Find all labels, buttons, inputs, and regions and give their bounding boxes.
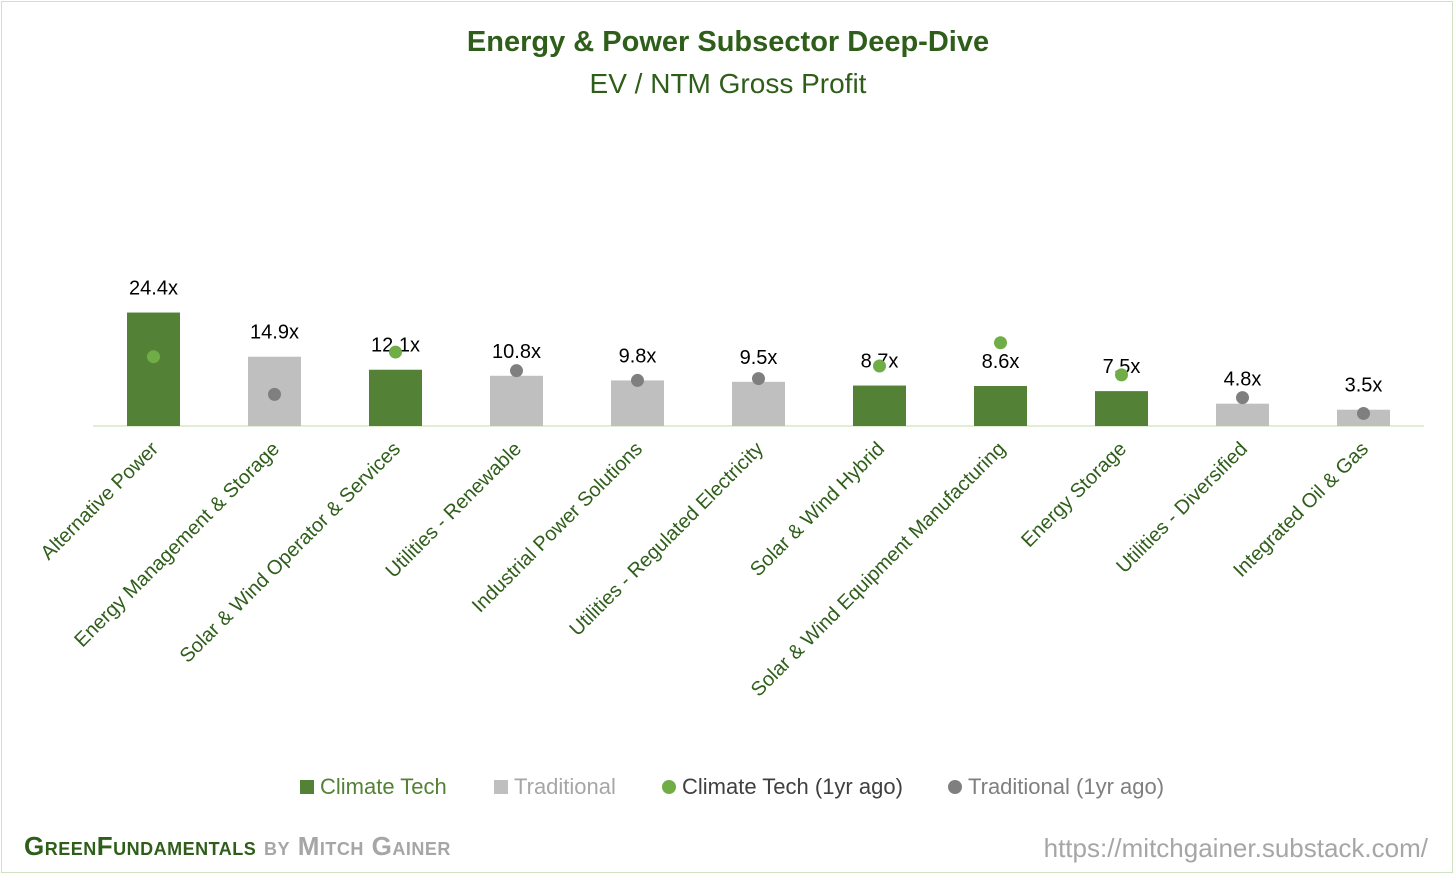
- one-year-ago-dot-2: [389, 345, 402, 359]
- chart-title: Energy & Power Subsector Deep-Dive: [466, 26, 990, 58]
- legend-swatch-traditional: [494, 780, 508, 794]
- brand-by: by: [264, 831, 291, 861]
- value-label-1: 14.9x: [250, 322, 299, 344]
- bar-5: [732, 381, 785, 426]
- one-year-ago-dot-6: [873, 359, 886, 373]
- value-label-5: 9.5x: [740, 347, 778, 369]
- category-label-10: Integrated Oil & Gas: [1229, 438, 1373, 582]
- legend-swatch-climate-tech: [300, 780, 314, 794]
- category-label-2: Solar & Wind Operator & Services: [176, 438, 405, 667]
- one-year-ago-dot-0: [147, 350, 160, 364]
- value-label-7: 8.6x: [982, 351, 1020, 373]
- bar-6: [853, 385, 906, 426]
- one-year-ago-dot-8: [1115, 368, 1128, 382]
- legend-dot-climate-tech-1yr: [662, 780, 676, 794]
- legend-item-climate-tech-1yr: Climate Tech (1yr ago): [662, 774, 903, 800]
- one-year-ago-dot-4: [631, 373, 644, 387]
- legend-label-traditional: Traditional: [514, 774, 616, 799]
- source-url: https://mitchgainer.substack.com/: [1043, 833, 1428, 863]
- legend-item-traditional: Traditional: [494, 774, 616, 800]
- legend-label-traditional-1yr: Traditional (1yr ago): [968, 774, 1165, 799]
- value-label-8: 7.5x: [1103, 356, 1141, 378]
- category-label-8: Energy Storage: [1017, 438, 1131, 552]
- category-label-1: Energy Management & Storage: [70, 438, 284, 652]
- legend-item-climate-tech: Climate Tech: [300, 774, 447, 800]
- bar-8: [1095, 391, 1148, 426]
- category-label-6: Solar & Wind Hybrid: [746, 438, 889, 581]
- value-label-10: 3.5x: [1345, 375, 1383, 397]
- value-label-0: 24.4x: [129, 278, 178, 300]
- bar-3: [490, 375, 543, 426]
- legend-item-traditional-1yr: Traditional (1yr ago): [948, 774, 1164, 800]
- category-label-3: Utilities - Renewable: [382, 438, 526, 582]
- brand-author: Mitch Gainer: [297, 831, 451, 861]
- bar-2: [369, 369, 422, 426]
- one-year-ago-dot-5: [752, 372, 765, 386]
- bar-0: [127, 312, 180, 426]
- bar-7: [974, 386, 1027, 426]
- one-year-ago-dot-3: [510, 364, 523, 378]
- one-year-ago-dot-7: [994, 336, 1007, 350]
- bar-9: [1216, 403, 1269, 426]
- category-label-7: Solar & Wind Equipment Manufacturing: [747, 438, 1010, 701]
- category-label-5: Utilities - Regulated Electricity: [565, 438, 768, 641]
- brand-logo: GreenFundamentals by Mitch Gainer: [24, 831, 451, 862]
- value-label-4: 9.8x: [619, 345, 657, 367]
- chart-subtitle: EV / NTM Gross Profit: [589, 68, 867, 99]
- legend-label-climate-tech: Climate Tech: [320, 774, 447, 799]
- value-label-9: 4.8x: [1224, 369, 1262, 391]
- brand-name: GreenFundamentals: [24, 831, 257, 861]
- one-year-ago-dot-1: [268, 387, 281, 401]
- legend-dot-traditional-1yr: [948, 780, 962, 794]
- one-year-ago-dot-10: [1357, 406, 1370, 420]
- bar-4: [611, 380, 664, 426]
- category-label-0: Alternative Power: [37, 438, 164, 565]
- value-label-3: 10.8x: [492, 341, 541, 363]
- category-label-9: Utilities - Diversified: [1112, 438, 1252, 578]
- one-year-ago-dot-9: [1236, 391, 1249, 405]
- legend-label-climate-tech-1yr: Climate Tech (1yr ago): [682, 774, 903, 799]
